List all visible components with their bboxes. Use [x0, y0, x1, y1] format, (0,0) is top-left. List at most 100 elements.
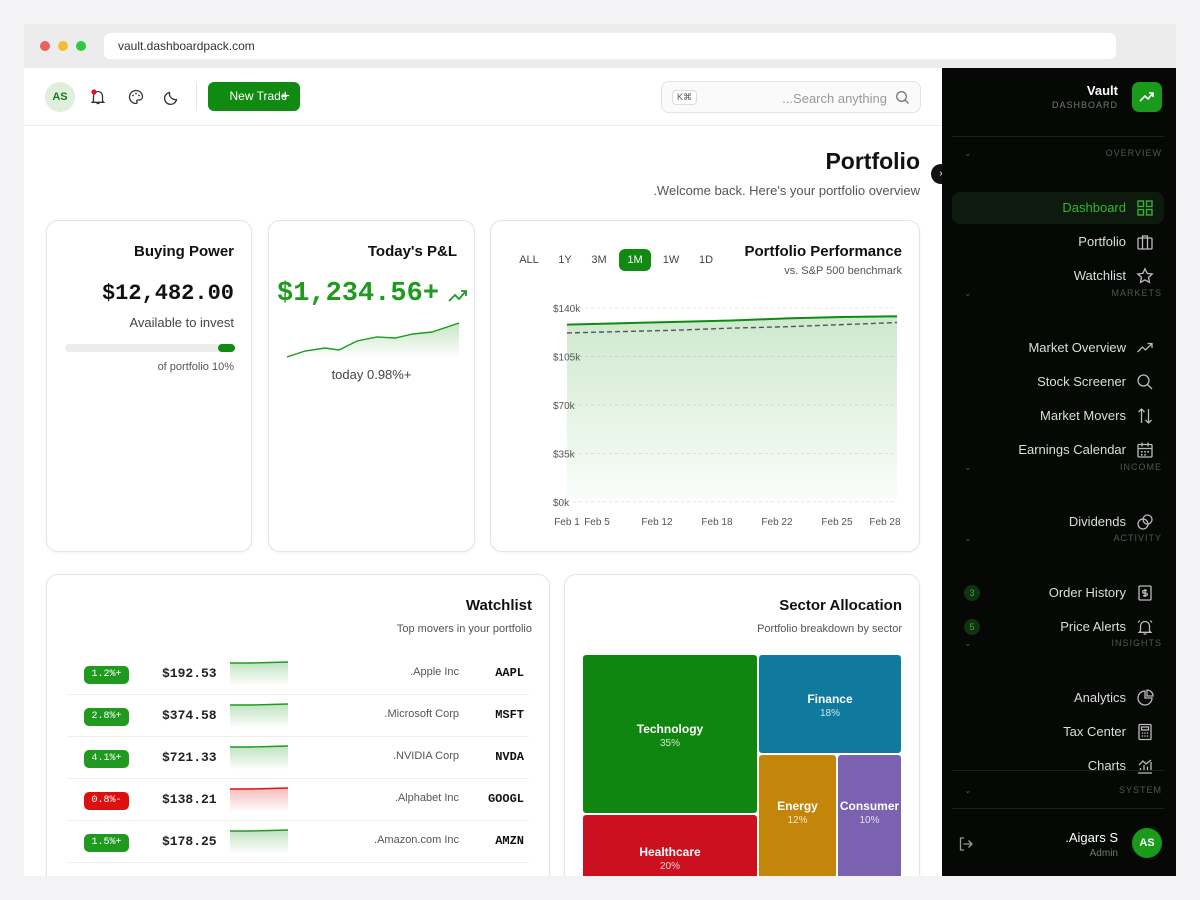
minimize-window-dot[interactable] [58, 41, 68, 51]
sidebar-user-avatar[interactable]: AS [1132, 828, 1162, 858]
x-tick-label: Feb 12 [641, 517, 673, 528]
sector-name: Technology [636, 722, 704, 736]
range-all-button[interactable]: ALL [519, 254, 539, 266]
close-window-dot[interactable] [40, 41, 50, 51]
watchlist-row-aapl[interactable]: 1.2%+ $192.53 .Apple Inc AAPL [67, 653, 529, 695]
palette-icon[interactable] [127, 88, 145, 106]
sector-tile-technology[interactable]: Technology 35% [583, 655, 757, 813]
maximize-window-dot[interactable] [76, 41, 86, 51]
moon-icon[interactable] [163, 88, 181, 106]
pnl-caption: today 0.98%+ [331, 367, 412, 382]
watchlist-row-nvda[interactable]: 4.1%+ $721.33 .NVIDIA Corp NVDA [67, 737, 529, 779]
x-tick-label: Feb 5 [584, 517, 610, 528]
page-subtitle: .Welcome back. Here's your portfolio ove… [653, 183, 920, 198]
logout-icon[interactable] [958, 836, 974, 852]
sidebar-divider [952, 136, 1164, 137]
range-1m-button[interactable]: 1M [619, 249, 651, 271]
range-3m-button[interactable]: 3M [591, 254, 607, 266]
sector-tile-finance[interactable]: Finance 18% [759, 655, 901, 753]
sidebar-divider [952, 808, 1164, 809]
pie-chart-icon [1137, 689, 1154, 706]
pnl-title: Today's P&L [367, 243, 457, 260]
watchlist-card: Watchlist Top movers in your portfolio 1… [46, 574, 550, 876]
x-tick-label: Feb 18 [701, 517, 733, 528]
user-role: Admin [1089, 848, 1118, 859]
new-trade-button[interactable]: New Trade + [208, 82, 300, 111]
chevron-down-icon[interactable]: ⌄ [964, 533, 972, 543]
sidebar-item-earnings-calendar[interactable]: Earnings Calendar [952, 434, 1164, 466]
brand-logo[interactable] [1132, 82, 1162, 112]
bell-icon[interactable] [89, 88, 107, 106]
section-system: SYSTEM [1118, 785, 1162, 795]
bell-ring-icon [1137, 620, 1153, 635]
performance-subtitle: vs. S&P 500 benchmark [784, 265, 902, 277]
stock-sparkline [230, 745, 288, 770]
chevron-down-icon[interactable]: ⌄ [964, 148, 972, 158]
sector-tile-consumer[interactable]: Consumer 10% [838, 755, 901, 876]
search-input[interactable] [702, 88, 887, 108]
pnl-card: Today's P&L $1,234.56+ today 0.98%+ [268, 220, 475, 552]
sidebar-item-market-overview[interactable]: Market Overview [952, 332, 1164, 364]
ticker-symbol: GOOGL [487, 792, 524, 806]
range-1w-button[interactable]: 1W [662, 254, 680, 266]
price-alerts-badge: 5 [964, 619, 980, 635]
address-bar[interactable]: vault.dashboardpack.com [104, 33, 1116, 59]
stock-sparkline [230, 703, 288, 728]
sidebar-item-label: Order History [1048, 585, 1126, 600]
x-tick-label: Feb 28 [869, 517, 901, 528]
user-name: .Aigars S [1065, 830, 1118, 845]
brand-name: Vault [1086, 83, 1118, 98]
search-box[interactable]: K⌘ [661, 81, 921, 113]
sidebar-item-price-alerts[interactable]: 5 Price Alerts [952, 611, 1164, 643]
sector-percent: 12% [787, 815, 808, 826]
chevron-down-icon[interactable]: ⌄ [964, 785, 972, 795]
sidebar-item-stock-screener[interactable]: Stock Screener [952, 366, 1164, 398]
watchlist-row-amzn[interactable]: 1.5%+ $178.25 .Amazon.com Inc AMZN [67, 821, 529, 863]
sidebar-item-dashboard[interactable]: Dashboard [952, 192, 1164, 224]
page-title: Portfolio [825, 148, 920, 174]
change-badge: 4.1%+ [84, 750, 129, 768]
benchmark-line [566, 321, 898, 334]
sector-percent: 35% [659, 738, 680, 749]
range-1y-button[interactable]: 1Y [558, 254, 572, 266]
company-name: .Microsoft Corp [384, 708, 459, 720]
sidebar-item-market-movers[interactable]: Market Movers [952, 400, 1164, 432]
sector-card: Sector Allocation Portfolio breakdown by… [564, 574, 920, 876]
brand-subtitle: DASHBOARD [1051, 100, 1118, 110]
sidebar-item-tax-center[interactable]: Tax Center [952, 716, 1164, 748]
ticker-symbol: NVDA [495, 750, 524, 764]
stock-sparkline [230, 787, 288, 812]
sidebar-item-label: Earnings Calendar [1018, 442, 1126, 457]
ticker-symbol: MSFT [495, 708, 524, 722]
sector-tile-healthcare[interactable]: Healthcare 20% [583, 815, 757, 876]
watchlist-row-msft[interactable]: 2.8%+ $374.58 .Microsoft Corp MSFT [67, 695, 529, 737]
chevron-down-icon[interactable]: ⌄ [964, 638, 972, 648]
watchlist-row-googl[interactable]: 0.8%- $138.21 .Alphabet Inc GOOGL [67, 779, 529, 821]
sidebar-item-charts[interactable]: Charts [952, 750, 1164, 782]
sidebar-item-portfolio[interactable]: Portfolio [952, 226, 1164, 258]
sidebar-item-analytics[interactable]: Analytics [952, 682, 1164, 714]
new-trade-label: New Trade [229, 89, 288, 103]
buying-power-progress-fill [218, 344, 235, 352]
chevron-down-icon[interactable]: ⌄ [964, 288, 972, 298]
watchlist-title: Watchlist [465, 597, 532, 614]
range-1d-button[interactable]: 1D [698, 254, 714, 266]
company-name: .NVIDIA Corp [392, 750, 459, 762]
stock-price: $721.33 [162, 750, 217, 765]
grid-icon [1137, 200, 1153, 216]
sector-name: Healthcare [639, 845, 701, 859]
portfolio-line [566, 315, 898, 326]
portfolio-area [567, 316, 897, 502]
sector-percent: 18% [819, 708, 840, 719]
pnl-value: $1,234.56+ [277, 279, 440, 309]
chevron-down-icon[interactable]: ⌄ [964, 462, 972, 472]
sector-name: Consumer [839, 799, 900, 813]
browser-window: vault.dashboardpack.com AS New Trade + K⌘… [24, 24, 1176, 876]
sidebar-item-watchlist[interactable]: Watchlist [952, 260, 1164, 292]
briefcase-icon [1137, 235, 1153, 250]
sector-tile-energy[interactable]: Energy 12% [759, 755, 836, 876]
user-avatar[interactable]: AS [45, 82, 75, 112]
sidebar-item-order-history[interactable]: 3 Order History [952, 577, 1164, 609]
search-shortcut: K⌘ [672, 90, 697, 105]
sidebar-item-dividends[interactable]: Dividends [952, 506, 1164, 538]
